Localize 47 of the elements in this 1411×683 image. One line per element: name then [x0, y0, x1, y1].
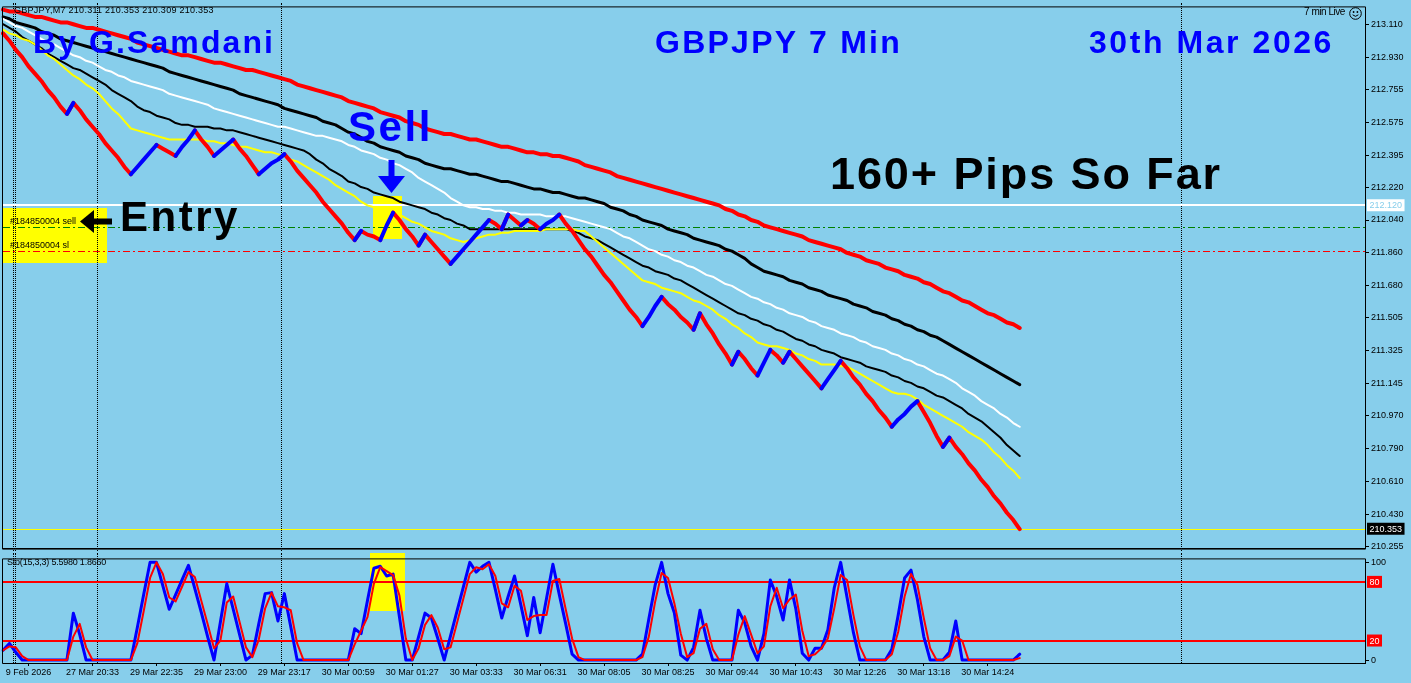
x-tick-label: 30 Mar 08:25 — [641, 666, 695, 677]
y-tick-label: 211.860 — [1371, 247, 1403, 258]
x-tick-label: 30 Mar 03:33 — [449, 666, 503, 677]
y-tick-label: 211.145 — [1371, 378, 1403, 389]
y-tick-label: 212.040 — [1371, 214, 1404, 225]
x-tick-label: 29 Mar 22:35 — [129, 666, 183, 677]
x-tick-label: 30 Mar 14:24 — [961, 666, 1015, 677]
y-tick-label: 210.255 — [1371, 541, 1404, 552]
y-tick-label: 0 — [1371, 654, 1377, 665]
x-tick-label: 30 Mar 09:44 — [705, 666, 759, 677]
x-tick-label: 30 Mar 10:43 — [769, 666, 823, 677]
x-tick-label: 30 Mar 00:59 — [321, 666, 375, 677]
y-tick-label: 212.220 — [1371, 181, 1404, 192]
x-tick-label: 29 Mar 23:17 — [257, 666, 311, 677]
annotation: 7 min Live — [1304, 6, 1345, 17]
y-tick-label: 210.970 — [1371, 410, 1404, 421]
y-tick-label: 212.755 — [1371, 83, 1404, 94]
y-tick-label: 210.430 — [1371, 509, 1404, 520]
chart-title: Sto(15,3,3) 5.5980 1.8660 — [7, 557, 107, 567]
x-tick-label: 30 Mar 01:27 — [385, 666, 439, 677]
y-tick-label: 210.790 — [1371, 443, 1404, 454]
y-tick-label: 211.325 — [1371, 345, 1403, 356]
annotation: 160+ Pips So Far — [830, 148, 1222, 199]
x-tick-label: 30 Mar 08:05 — [577, 666, 631, 677]
ref-line-label: 80 — [1369, 576, 1380, 587]
ref-line-label: 20 — [1369, 635, 1380, 646]
y-tick-label: 211.680 — [1371, 280, 1403, 291]
x-tick-label: 9 Feb 2026 — [5, 666, 52, 677]
ref-line-label: 210.353 — [1369, 523, 1403, 534]
ref-line-label: #184850004 sl — [10, 239, 70, 250]
y-tick-label: 210.610 — [1371, 476, 1404, 487]
x-tick-label: 29 Mar 23:00 — [193, 666, 247, 677]
y-tick-label: 212.930 — [1371, 51, 1404, 62]
y-tick-label: 213.110 — [1371, 18, 1403, 29]
x-tick-label: 30 Mar 12:26 — [833, 666, 887, 677]
x-tick-label: 30 Mar 06:31 — [513, 666, 567, 677]
x-tick-label: 30 Mar 13:18 — [897, 666, 951, 677]
y-tick-label: 212.395 — [1371, 149, 1404, 160]
y-tick-label: 212.575 — [1371, 116, 1404, 127]
annotation: 30th Mar 2026 — [1089, 24, 1334, 60]
y-tick-label: 100 — [1371, 556, 1387, 567]
ref-line-label: 212.120 — [1369, 200, 1403, 211]
annotation: GBPJPY,M7 210.311 210.353 210.309 210.353 — [14, 5, 214, 15]
ref-line-label: #184850004 sell — [10, 215, 77, 226]
y-tick-label: 211.505 — [1371, 312, 1403, 323]
text: GBPJPY 7 Min — [655, 24, 903, 60]
x-tick-label: 27 Mar 20:33 — [66, 666, 120, 677]
